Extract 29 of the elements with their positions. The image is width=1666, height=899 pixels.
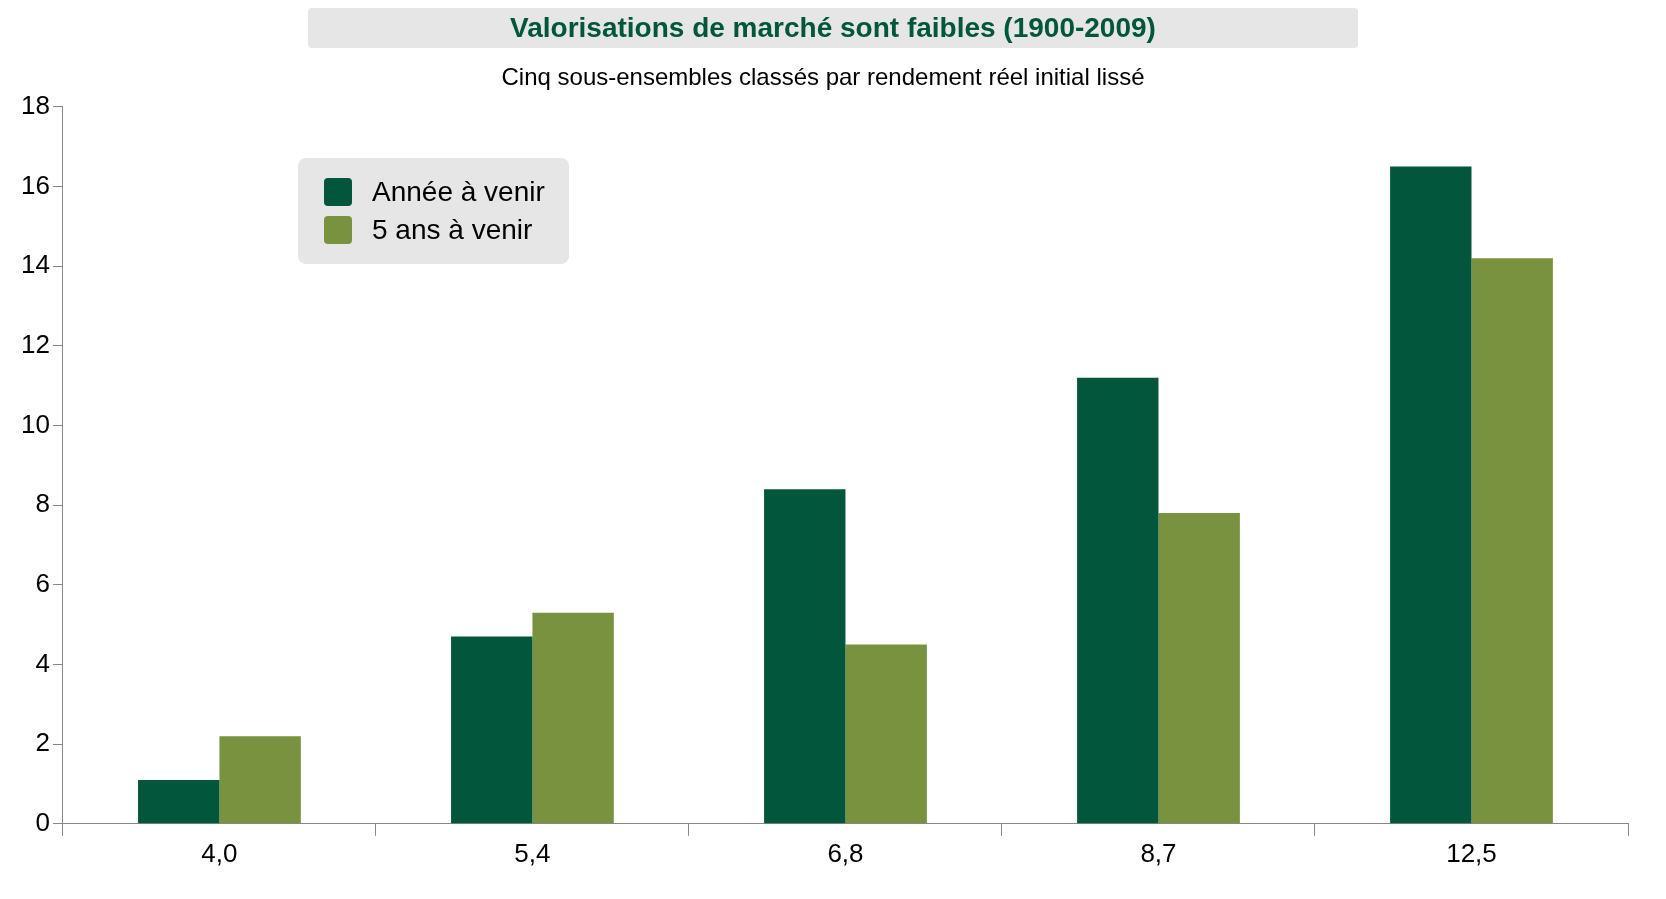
bar [1158,513,1240,824]
x-tick-label: 8,7 [1140,837,1177,868]
x-tick-label: 5,4 [514,837,551,868]
bar [219,736,301,824]
y-tick-label: 18 [21,89,50,120]
y-tick-label: 4 [35,647,50,678]
bar [1471,258,1553,824]
chart-title: Valorisations de marché sont faibles (1900-2009) [308,8,1358,48]
bar [845,644,927,824]
bar [1077,377,1159,824]
y-tick-label: 2 [35,727,50,758]
y-tick-label: 16 [21,169,50,200]
bar [138,779,220,824]
y-tick-label: 10 [21,408,50,439]
legend-label: 5 ans à venir [372,214,533,246]
bar [532,612,614,824]
y-tick-label: 14 [21,249,50,280]
y-tick-label: 6 [35,567,50,598]
y-tick-label: 0 [35,806,50,837]
y-tick-label: 12 [21,328,50,359]
bar [451,636,533,824]
y-tick-label: 8 [35,488,50,519]
bar [1390,166,1472,824]
bar [764,489,846,824]
x-tick-label: 12,5 [1446,837,1497,868]
legend-label: Année à venir [372,176,545,208]
x-tick-label: 4,0 [201,837,238,868]
chart-subtitle: Cinq sous-ensembles classés par rendement réel initial lissé [501,63,1145,91]
x-tick-label: 6,8 [827,837,864,868]
